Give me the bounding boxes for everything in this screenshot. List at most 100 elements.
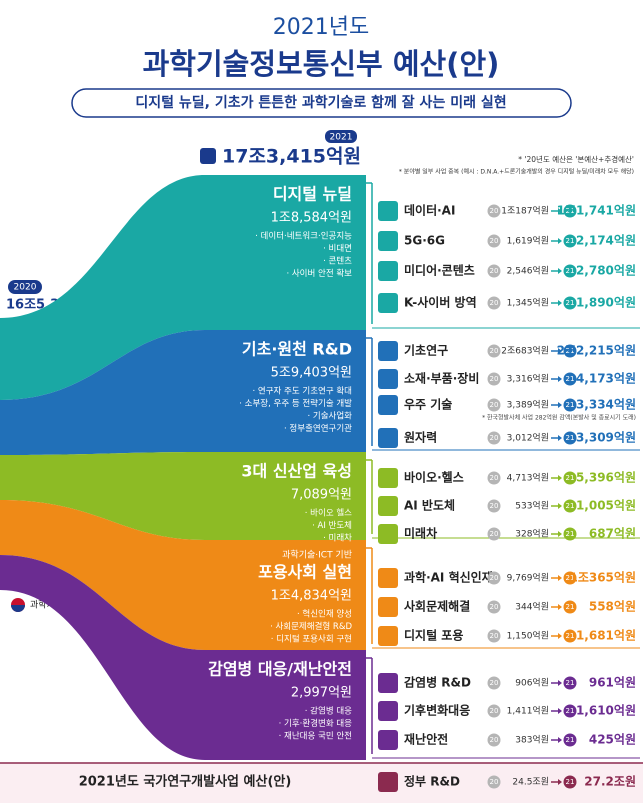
row-name: 소재·부품·장비 <box>404 371 479 386</box>
arrow-head <box>558 300 562 306</box>
badge-from <box>487 431 501 445</box>
badge-from-label: 20 <box>490 401 499 409</box>
badge-to <box>563 499 577 513</box>
value-2021: 3,309억원 <box>576 431 636 445</box>
value-2021: 2,780억원 <box>576 264 636 278</box>
row-icon <box>378 428 398 448</box>
value-2020: 1,411억원 <box>507 705 549 717</box>
section-title: 감염병 대응/재난안전 <box>208 660 352 679</box>
badge-to <box>563 775 577 789</box>
badge-to <box>563 264 577 278</box>
section-bullet: · 데이터·네트워크·인공지능 <box>255 231 352 242</box>
section-stream <box>0 555 366 760</box>
value-2021: 687억원 <box>589 527 636 541</box>
row-icon <box>378 772 398 792</box>
arrow-head <box>558 208 562 214</box>
badge-to <box>563 234 577 248</box>
value-2020: 1,619억원 <box>507 235 549 247</box>
badge-from-label: 20 <box>490 237 499 245</box>
section-bullet: · 혁신인재 양성 <box>297 609 352 620</box>
section-stream <box>0 500 366 650</box>
value-2020: 3,316억원 <box>507 373 549 385</box>
badge-from-label: 20 <box>490 632 499 640</box>
footer-title: 2021년도 국가연구개발사업 예산(안) <box>79 774 292 790</box>
previous-year: 2020 <box>14 283 37 293</box>
section-bullet: · 바이오 헬스 <box>305 508 352 519</box>
section-stream <box>0 175 366 400</box>
section-title: 3대 신산업 육성 <box>241 462 352 481</box>
arrow-head <box>558 604 562 610</box>
badge-to <box>563 204 577 218</box>
section-amount: 7,089억원 <box>291 488 352 503</box>
section-title: 디지털 뉴딜 <box>273 185 352 204</box>
badge-from-label: 20 <box>490 530 499 538</box>
value-2020: 1조187억원 <box>501 205 549 217</box>
footer-band <box>0 763 643 803</box>
value-2020: 906억원 <box>515 677 549 689</box>
section-stream <box>0 452 366 540</box>
badge-to-label: 21 <box>566 679 575 687</box>
value-2020: 9,769억원 <box>507 572 549 584</box>
subtitle-box <box>71 88 572 118</box>
value-2020: 533억원 <box>515 500 549 512</box>
badge-to-label: 21 <box>566 530 575 538</box>
badge-from-label: 20 <box>490 474 499 482</box>
section-title: 기초·원천 R&D <box>242 340 352 359</box>
row-icon <box>378 673 398 693</box>
badge-from <box>487 571 501 585</box>
value-2021: 425억원 <box>589 733 636 747</box>
badge-from-label: 20 <box>490 502 499 510</box>
value-2021: 27.2조원 <box>584 775 636 789</box>
arrow-head <box>558 402 562 408</box>
badge-from <box>487 204 501 218</box>
section-bullet: · 비대면 <box>323 243 352 254</box>
section-amount: 1조4,834억원 <box>271 589 352 604</box>
row-name: 과학·AI 혁신인재 <box>404 570 493 585</box>
section-bullet: · 기술사업화 <box>307 412 352 422</box>
section-pre-title: 과학기술·ICT 기반 <box>282 550 352 561</box>
row-name: K-사이버 방역 <box>404 295 477 310</box>
row-icon <box>378 231 398 251</box>
row-name: 우주 기술 <box>404 397 452 412</box>
value-2021: 1조1,741억원 <box>557 204 636 218</box>
badge-to-label: 21 <box>566 347 575 355</box>
section-title: 포용사회 실현 <box>258 563 352 582</box>
badge-from <box>487 296 501 310</box>
badge-to-label: 21 <box>566 707 575 715</box>
row-icon <box>378 201 398 221</box>
note: * '20년도 예산은 '본예산+추경예산' <box>518 154 634 164</box>
badge-to <box>563 527 577 541</box>
badge-from <box>487 264 501 278</box>
badge-from-label: 20 <box>490 434 499 442</box>
value-2020: 24.5조원 <box>512 777 549 788</box>
badge-from-label: 20 <box>490 299 499 307</box>
arrow-head <box>558 348 562 354</box>
row-name: 기초연구 <box>404 343 448 358</box>
section-bullet: · 디지털 포용사회 구현 <box>271 634 352 645</box>
total-icon <box>200 148 216 164</box>
row-icon <box>378 730 398 750</box>
row-name: 재난안전 <box>404 732 448 747</box>
badge-from-label: 20 <box>490 347 499 355</box>
badge-from <box>487 676 501 690</box>
badge-to <box>563 629 577 643</box>
section-bullet: · 연구자 주도 기초연구 확대 <box>252 386 352 397</box>
badge-to <box>563 398 577 412</box>
badge-from <box>487 527 501 541</box>
badge-to-label: 21 <box>566 299 575 307</box>
badge-to-label: 21 <box>566 434 575 442</box>
value-2020: 383억원 <box>515 734 549 746</box>
total-year-badge <box>325 130 357 143</box>
arrow-head <box>558 435 562 441</box>
badge-to <box>563 431 577 445</box>
badge-to-label: 21 <box>566 207 575 215</box>
badge-from-label: 20 <box>490 603 499 611</box>
badge-from <box>487 629 501 643</box>
badge-to-label: 21 <box>566 778 575 786</box>
previous-year-badge <box>8 280 42 294</box>
row-name: 감염병 R&D <box>404 675 471 690</box>
section-bullet: · 사이버 안전 확보 <box>286 268 352 279</box>
row-name: 미디어·콘텐츠 <box>404 263 475 278</box>
total-year: 2021 <box>330 133 353 143</box>
header-title: 과학기술정보통신부 예산(안) <box>143 47 500 81</box>
